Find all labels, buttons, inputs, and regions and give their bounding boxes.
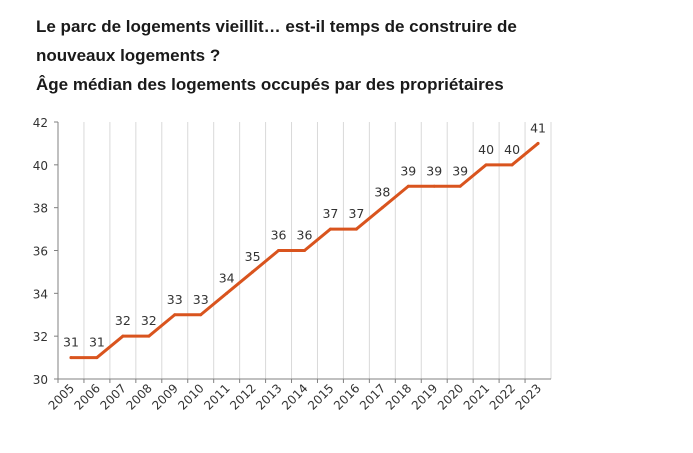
- chart-header: Le parc de logements vieillit… est-il te…: [36, 12, 676, 99]
- data-point: [173, 313, 177, 317]
- y-tick-label: 34: [33, 287, 48, 301]
- x-tick-label: 2005: [46, 381, 77, 412]
- data-point: [69, 356, 73, 360]
- x-tick-label: 2008: [123, 381, 154, 412]
- x-tick-label: 2006: [72, 381, 103, 412]
- y-tick-label: 40: [33, 159, 48, 173]
- data-label: 37: [348, 206, 364, 221]
- data-point: [95, 356, 99, 360]
- x-tick-label: 2011: [201, 381, 232, 412]
- data-label: 39: [452, 163, 468, 178]
- data-label: 36: [297, 228, 313, 243]
- data-label: 40: [478, 142, 494, 157]
- chart-title-line-1: Le parc de logements vieillit… est-il te…: [36, 17, 517, 36]
- data-point: [406, 184, 410, 188]
- data-point: [225, 291, 229, 295]
- x-tick-label: 2009: [149, 381, 180, 412]
- x-tick-label: 2017: [357, 381, 388, 412]
- x-tick-label: 2012: [227, 381, 258, 412]
- data-label: 40: [504, 142, 520, 157]
- data-point: [458, 184, 462, 188]
- data-point: [432, 184, 436, 188]
- data-label: 31: [89, 335, 105, 350]
- data-point: [328, 227, 332, 231]
- data-label: 33: [167, 292, 183, 307]
- y-tick-label: 38: [33, 202, 48, 216]
- data-point: [277, 249, 281, 252]
- data-point: [354, 227, 358, 231]
- x-tick-label: 2019: [409, 381, 440, 412]
- x-tick-label: 2018: [383, 381, 414, 412]
- data-label: 41: [530, 120, 546, 135]
- chart-title-line-2: nouveaux logements ?: [36, 46, 221, 65]
- data-label: 32: [141, 313, 157, 328]
- data-point: [121, 334, 125, 338]
- data-point: [199, 313, 203, 317]
- data-label: 32: [115, 313, 131, 328]
- data-point: [484, 163, 488, 167]
- data-point: [303, 249, 306, 252]
- data-label: 39: [400, 163, 416, 178]
- data-label: 39: [426, 163, 442, 178]
- data-label: 36: [271, 228, 287, 243]
- data-label: 37: [322, 206, 338, 221]
- y-tick-label: 42: [33, 116, 48, 130]
- data-point: [380, 206, 384, 210]
- data-point: [251, 270, 255, 274]
- x-tick-label: 2007: [97, 381, 128, 412]
- x-tick-label: 2020: [435, 381, 466, 412]
- x-tick-label: 2021: [461, 381, 492, 412]
- data-label: 35: [245, 249, 261, 264]
- x-tick-label: 2023: [513, 381, 544, 412]
- x-tick-label: 2013: [253, 381, 284, 412]
- chart-subtitle: Âge médian des logements occupés par des…: [36, 75, 504, 94]
- x-tick-label: 2022: [487, 381, 518, 412]
- y-tick-label: 32: [33, 330, 48, 344]
- x-tick-label: 2010: [175, 381, 206, 412]
- data-point: [147, 334, 151, 338]
- data-label: 33: [193, 292, 209, 307]
- data-point: [510, 163, 514, 167]
- data-label: 38: [374, 185, 390, 200]
- x-tick-label: 2015: [305, 381, 336, 412]
- data-point: [536, 141, 540, 145]
- y-tick-label: 30: [33, 373, 48, 387]
- data-label: 34: [219, 270, 235, 285]
- data-label: 31: [63, 335, 79, 350]
- x-tick-label: 2016: [331, 381, 362, 412]
- y-tick-label: 36: [33, 245, 48, 259]
- x-tick-label: 2014: [279, 381, 310, 412]
